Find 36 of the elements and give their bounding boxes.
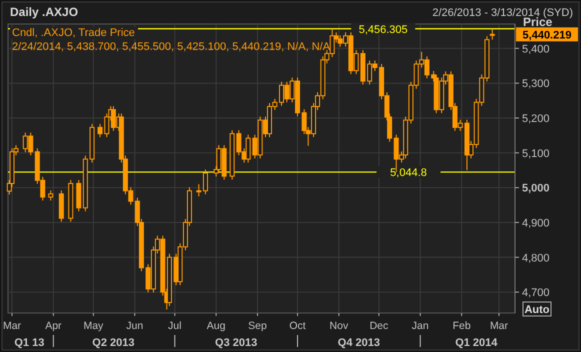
x2-tick-label: Q3 2013 (215, 337, 258, 349)
ref-line-label: 5,044.8 (390, 167, 427, 180)
x-tick-label: Oct (289, 320, 306, 332)
x-tick-label: Mar (490, 320, 509, 332)
y-tick-label: 5,100 (522, 148, 550, 160)
candlestick (48, 190, 54, 202)
x-tick-label: Mar (2, 320, 22, 332)
x-tick-label: Apr (45, 320, 62, 332)
y-tick-label: 4,800 (522, 252, 550, 264)
x-tick-label: Dec (370, 320, 388, 332)
x-tick-label: Aug (206, 320, 226, 332)
annotation: Cndl, .AXJO, Trade Price (12, 27, 135, 39)
annotation: 5,440.219 (522, 29, 572, 42)
y-tick-label: 5,400 (522, 43, 550, 56)
x2-tick-label: Q4 2013 (338, 337, 380, 349)
candlestick (246, 134, 251, 164)
x2-tick-label: Q1 2014 (455, 337, 498, 349)
y-tick-label: 5,000 (522, 182, 550, 195)
x-tick-label: Jun (126, 320, 144, 332)
x-tick-label: Feb (452, 320, 471, 332)
candlestick (490, 28, 495, 40)
y-tick-label: 5,200 (522, 113, 550, 126)
y-tick-label: 4,900 (522, 217, 550, 230)
y-tick-label: 4,700 (522, 287, 550, 300)
chart-title: Daily .AXJO (10, 5, 78, 19)
y-tick-label: 5,300 (522, 78, 550, 90)
x2-tick-label: Q1 13 (14, 337, 44, 349)
x2-tick-label: Q2 2013 (92, 337, 135, 349)
x-tick-label: Jul (168, 320, 182, 332)
x-tick-label: Sep (248, 320, 267, 332)
x-tick-label: Nov (330, 320, 349, 332)
x-tick-label: Jan (412, 320, 429, 332)
x-tick-label: May (83, 320, 104, 332)
candlestick (236, 130, 242, 156)
auto-button: Auto (522, 302, 552, 316)
ref-line-label: 5,456.305 (358, 24, 408, 36)
